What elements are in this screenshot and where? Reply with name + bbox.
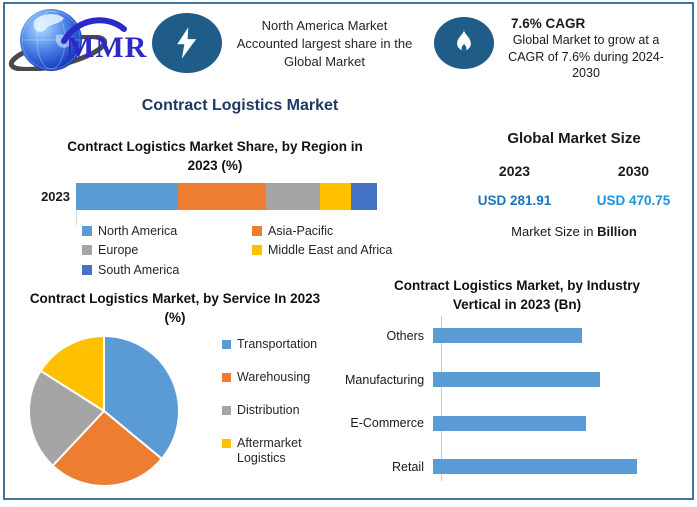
- legend-swatch-icon: [222, 340, 231, 349]
- legend-label: Transportation: [237, 337, 318, 351]
- industry-row: Others: [345, 314, 680, 358]
- region-axis-tick: [76, 210, 77, 225]
- region-legend-item: Asia-Pacific: [252, 221, 422, 241]
- market-size-caption-unit: Billion: [597, 224, 637, 239]
- pie-slice-2: [51, 410, 163, 487]
- legend-label: Asia-Pacific: [268, 223, 334, 238]
- legend-swatch-icon: [82, 225, 92, 236]
- pie-slice-3: [28, 369, 105, 467]
- market-size-heading: Global Market Size: [507, 130, 641, 147]
- legend-swatch-icon: [252, 225, 262, 236]
- region-legend-item: Middle East and Africa: [252, 241, 422, 261]
- industry-bar-track: [433, 415, 680, 431]
- globe-icon: [20, 9, 82, 71]
- region-bar: [76, 183, 378, 210]
- industry-chart-title: Contract Logistics Market, by Industry V…: [393, 278, 641, 312]
- market-size-years: 2023 2030: [455, 163, 693, 179]
- market-size-value-2030: USD 470.75: [596, 193, 671, 208]
- region-legend-item: North America: [82, 221, 252, 241]
- lightning-badge: [152, 13, 222, 73]
- pie-slice-1: [103, 335, 180, 460]
- market-size-values: USD 281.91 USD 470.75: [455, 193, 693, 208]
- cagr-body: Global Market to grow at a CAGR of 7.6% …: [508, 33, 664, 80]
- industry-rows: Others Manufacturing E-Commerce Retail: [345, 314, 680, 489]
- industry-category-label: Others: [386, 328, 424, 343]
- legend-swatch-icon: [82, 245, 92, 256]
- cagr-heading: 7.6% CAGR: [511, 16, 586, 31]
- legend-swatch-icon: [82, 264, 92, 275]
- industry-bar-track: [433, 372, 680, 388]
- market-size-year-start: 2023: [498, 163, 531, 179]
- industry-row: E-Commerce: [345, 401, 680, 445]
- legend-label: Distribution: [237, 403, 300, 417]
- region-segment-3: [265, 183, 320, 210]
- logo-arc-icon: [61, 17, 127, 44]
- service-legend-item: Warehousing: [222, 370, 337, 385]
- legend-label: Warehousing: [237, 370, 311, 384]
- service-chart-title: Contract Logistics Market, by Service In…: [29, 291, 321, 325]
- legend-label: Europe: [98, 243, 139, 258]
- mmr-logo: MMR: [8, 5, 154, 81]
- region-category-label: 2023: [41, 189, 70, 204]
- region-segment-2: [178, 183, 266, 210]
- pie-slice-4: [39, 335, 105, 412]
- service-legend-item: Distribution: [222, 403, 337, 418]
- logo-text: MMR: [66, 31, 148, 64]
- legend-label: South America: [98, 262, 180, 277]
- legend-label: North America: [98, 223, 178, 238]
- industry-bar-retail: [433, 459, 637, 475]
- industry-category-label: Manufacturing: [345, 372, 425, 387]
- region-legend-item: Europe: [82, 241, 252, 261]
- flame-badge: [434, 17, 494, 69]
- region-legend-item: South America: [82, 260, 252, 280]
- service-legend-item: Aftermarket Logistics: [222, 436, 337, 466]
- legend-swatch-icon: [222, 406, 231, 415]
- region-segment-1: [76, 183, 179, 210]
- service-pie: [28, 335, 180, 487]
- page-title: Contract Logistics Market: [141, 97, 339, 114]
- industry-category-label: Retail: [392, 459, 424, 474]
- industry-row: Manufacturing: [345, 358, 680, 402]
- flame-icon: [457, 28, 471, 51]
- market-size-caption-prefix: Market Size in: [511, 224, 598, 239]
- na-highlight-text: North America Market Accounted largest s…: [236, 18, 413, 69]
- lightning-icon: [177, 27, 197, 59]
- region-segment-4: [319, 183, 352, 210]
- industry-bar-others: [433, 328, 582, 344]
- service-legend: Transportation Warehousing Distribution Aft…: [222, 337, 337, 466]
- industry-category-label: E-Commerce: [350, 416, 424, 431]
- industry-bar-track: [433, 328, 680, 344]
- legend-label: Middle East and Africa: [268, 243, 393, 258]
- industry-bar-manufacturing: [433, 372, 600, 388]
- legend-swatch-icon: [222, 439, 231, 448]
- industry-bar-e-commerce: [433, 415, 586, 431]
- market-size-value-2023: USD 281.91: [477, 193, 552, 208]
- market-size-year-end: 2030: [617, 163, 650, 179]
- region-segment-5: [351, 183, 378, 210]
- industry-axis-line: [441, 316, 442, 481]
- legend-label: Aftermarket Logistics: [237, 436, 302, 465]
- market-size-caption: Market Size in Billion: [455, 224, 693, 239]
- service-legend-item: Transportation: [222, 337, 337, 352]
- region-legend: North America Asia-Pacific Europe Middle Ea…: [82, 221, 422, 280]
- region-chart-title: Contract Logistics Market Share, by Regi…: [67, 139, 363, 173]
- legend-swatch-icon: [252, 245, 262, 256]
- industry-bar-track: [433, 459, 680, 475]
- industry-row: Retail: [345, 445, 680, 489]
- legend-swatch-icon: [222, 373, 231, 382]
- cagr-highlight: 7.6% CAGR Global Market to grow at a CAG…: [505, 16, 667, 82]
